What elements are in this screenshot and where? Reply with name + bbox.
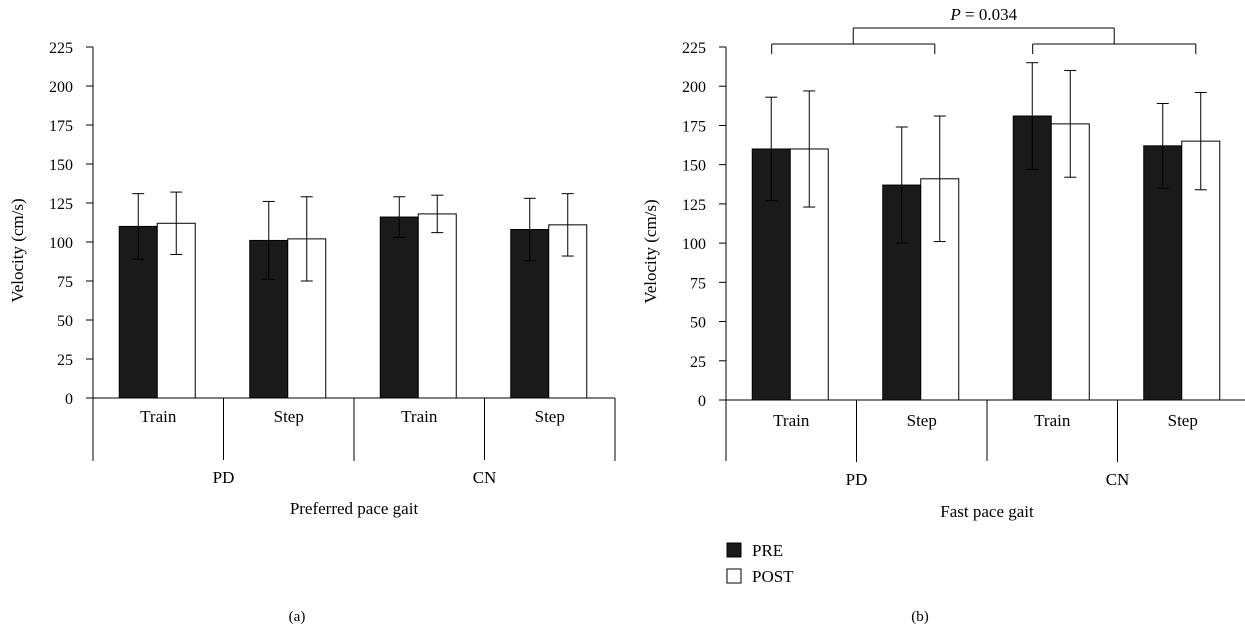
chart-panel-a: 0 25 50 75 100 125 150 175 200 225 Train Step Train S… — [8, 40, 616, 625]
y-axis-title: Velocity (cm/s) — [641, 199, 660, 303]
significance-bracket: P = 0.034 — [771, 5, 1197, 54]
x-category-label: Step — [1168, 411, 1198, 430]
y-tick-label: 200 — [682, 79, 706, 96]
p-value-annotation: P = 0.034 — [949, 5, 1017, 24]
legend: PRE POST — [726, 541, 794, 586]
y-tick-label: 25 — [57, 352, 73, 369]
y-tick-label: 50 — [690, 315, 706, 332]
p-value: = 0.034 — [961, 5, 1018, 24]
x-group-label: CN — [1106, 470, 1130, 489]
y-axis-title: Velocity (cm/s) — [8, 198, 27, 302]
y-tick-label: 125 — [49, 196, 73, 213]
x-category-label: Step — [535, 407, 565, 426]
y-tick-label: 0 — [65, 391, 73, 408]
x-group-label: PD — [213, 468, 235, 487]
y-tick-label: 100 — [49, 235, 73, 252]
bar-pre — [379, 216, 419, 399]
x-axis-title: Preferred pace gait — [290, 499, 419, 518]
y-tick-label: 25 — [690, 354, 706, 371]
y-tick-label: 150 — [682, 158, 706, 175]
chart-panel-b: 0 25 50 75 100 125 150 175 200 225 Train Step Train S… — [641, 5, 1245, 625]
panel-label: (b) — [911, 609, 929, 625]
x-category-label: Train — [140, 407, 177, 426]
y-tick-label: 200 — [49, 79, 73, 96]
x-group-label: PD — [846, 470, 868, 489]
y-tick-label: 75 — [57, 274, 73, 291]
legend-swatch-post — [726, 568, 742, 584]
y-tick-label: 125 — [682, 197, 706, 214]
legend-swatch-pre — [726, 542, 742, 558]
y-tick-label: 150 — [49, 157, 73, 174]
y-tick-label: 0 — [698, 393, 706, 410]
bar-pre — [118, 225, 158, 399]
x-category-label: Step — [907, 411, 937, 430]
x-category-label: Train — [773, 411, 810, 430]
y-tick-label: 175 — [682, 118, 706, 135]
x-category-label: Train — [401, 407, 438, 426]
x-group-label: CN — [473, 468, 497, 487]
y-tick-label: 225 — [682, 40, 706, 57]
panel-label: (a) — [289, 609, 306, 625]
bar-post — [417, 213, 457, 399]
x-category-label: Step — [274, 407, 304, 426]
x-axis-title: Fast pace gait — [940, 502, 1034, 521]
legend-label: POST — [752, 567, 794, 586]
y-tick-label: 50 — [57, 313, 73, 330]
y-tick-label: 100 — [682, 236, 706, 253]
p-symbol: P — [949, 5, 960, 24]
y-tick-label: 225 — [49, 40, 73, 57]
legend-label: PRE — [752, 541, 783, 560]
bar-pre — [1143, 145, 1183, 401]
x-category-label: Train — [1034, 411, 1071, 430]
y-tick-label: 75 — [690, 275, 706, 292]
y-tick-label: 175 — [49, 118, 73, 135]
